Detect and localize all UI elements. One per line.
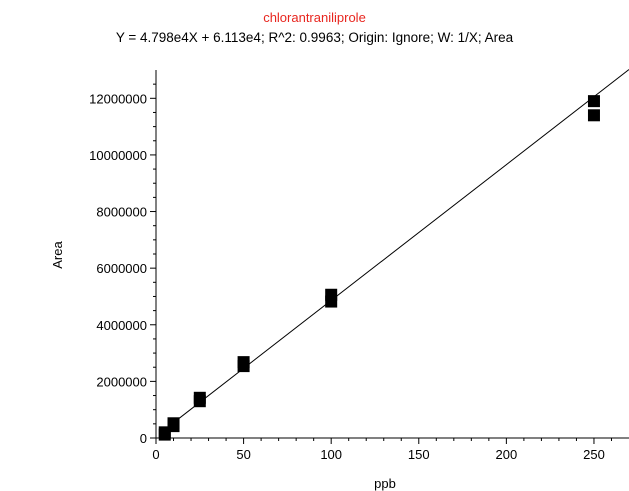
x-tick-label: 150 bbox=[408, 447, 430, 462]
data-point bbox=[325, 288, 338, 301]
x-tick-label: 250 bbox=[583, 447, 605, 462]
data-point bbox=[587, 95, 600, 108]
data-point bbox=[237, 356, 250, 369]
x-axis-ticks: 0 50 100 150 200 250 bbox=[152, 438, 612, 462]
y-tick-label: 12000000 bbox=[89, 91, 147, 106]
y-tick-label: 6000000 bbox=[96, 261, 147, 276]
x-axis-label: ppb bbox=[374, 476, 396, 491]
y-axis-ticks: 0 2000000 4000000 6000000 8000000 10000000 120… bbox=[89, 83, 156, 446]
x-tick-label: 100 bbox=[320, 447, 342, 462]
data-point bbox=[587, 109, 600, 122]
chart-subtitle: Y = 4.798e4X + 6.113e4; R^2: 0.9963; Ori… bbox=[115, 30, 514, 45]
y-tick-label: 4000000 bbox=[96, 318, 147, 333]
y-axis-label: Area bbox=[50, 241, 65, 269]
x-tick-label: 50 bbox=[236, 447, 250, 462]
axes bbox=[155, 70, 629, 439]
data-point bbox=[193, 391, 206, 404]
x-tick-label: 200 bbox=[496, 447, 518, 462]
chart-title: chlorantraniliprole bbox=[263, 10, 366, 25]
y-tick-label: 2000000 bbox=[96, 374, 147, 389]
fit-line-group bbox=[159, 69, 629, 434]
x-tick-label: 0 bbox=[152, 447, 159, 462]
data-points bbox=[158, 95, 600, 441]
y-tick-label: 10000000 bbox=[89, 148, 147, 163]
regression-line bbox=[159, 69, 629, 434]
y-tick-label: 8000000 bbox=[96, 205, 147, 220]
data-point bbox=[167, 417, 180, 430]
y-tick-label: 0 bbox=[140, 431, 147, 446]
